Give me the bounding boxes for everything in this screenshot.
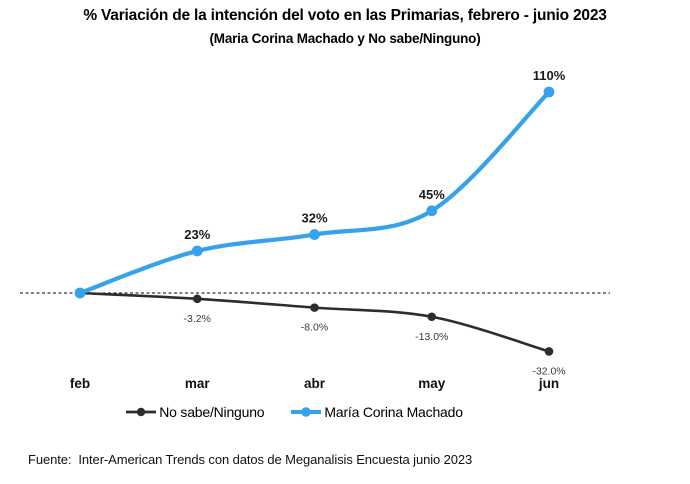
x-axis-label-jun: jun [538, 376, 559, 391]
legend-item-no-sabe: No sabe/Ninguno [125, 404, 265, 420]
data-label-jun-machado: 110% [533, 68, 566, 83]
legend: No sabe/Ninguno María Corina Machado [0, 404, 639, 420]
source-note: Fuente: Inter-American Trends con datos … [28, 452, 473, 467]
x-axis-label-abr: abr [304, 376, 326, 391]
data-point-jun-machado [543, 86, 555, 98]
x-axis-label-mar: mar [185, 376, 211, 391]
data-label-mar-machado: 23% [184, 227, 210, 242]
data-label-jun-no-sabe: -32.0% [532, 365, 565, 377]
legend-item-machado: María Corina Machado [290, 404, 463, 420]
machado-line-marker-icon [291, 407, 322, 417]
data-label-may-no-sabe: -13.0% [415, 331, 448, 343]
data-point-may-no-sabe [427, 312, 437, 322]
data-point-mar-no-sabe [192, 294, 202, 304]
data-point-may-machado [426, 205, 438, 217]
data-label-may-machado: 45% [419, 187, 445, 202]
legend-label-no-sabe: No sabe/Ninguno [159, 404, 265, 420]
data-point-mar-machado [191, 245, 203, 257]
chart-title: % Variación de la intención del voto en … [83, 7, 607, 24]
chart-subtitle: (Maria Corina Machado y No sabe/Ninguno) [209, 31, 481, 46]
legend-label-machado: María Corina Machado [324, 404, 463, 420]
x-axis-label-feb: feb [70, 376, 90, 391]
data-label-mar-no-sabe: -3.2% [184, 313, 211, 325]
data-label-abr-machado: 32% [301, 211, 327, 226]
legend-dot [301, 407, 312, 417]
legend-dot [137, 407, 146, 417]
no-sabe-line-marker-icon [126, 407, 157, 417]
data-point-feb-machado [74, 287, 86, 299]
x-axis-label-may: may [418, 376, 446, 391]
data-point-jun-no-sabe [544, 347, 554, 356]
data-point-abr-no-sabe [310, 303, 319, 312]
line-chart-plot-area: -3.2% -8.0% -13.0% -32.0% 23% 32% 45% 110% feb ma… [20, 68, 610, 391]
data-point-abr-machado [309, 229, 320, 240]
data-label-abr-no-sabe: -8.0% [301, 322, 328, 334]
series-line-machado [77, 89, 552, 296]
